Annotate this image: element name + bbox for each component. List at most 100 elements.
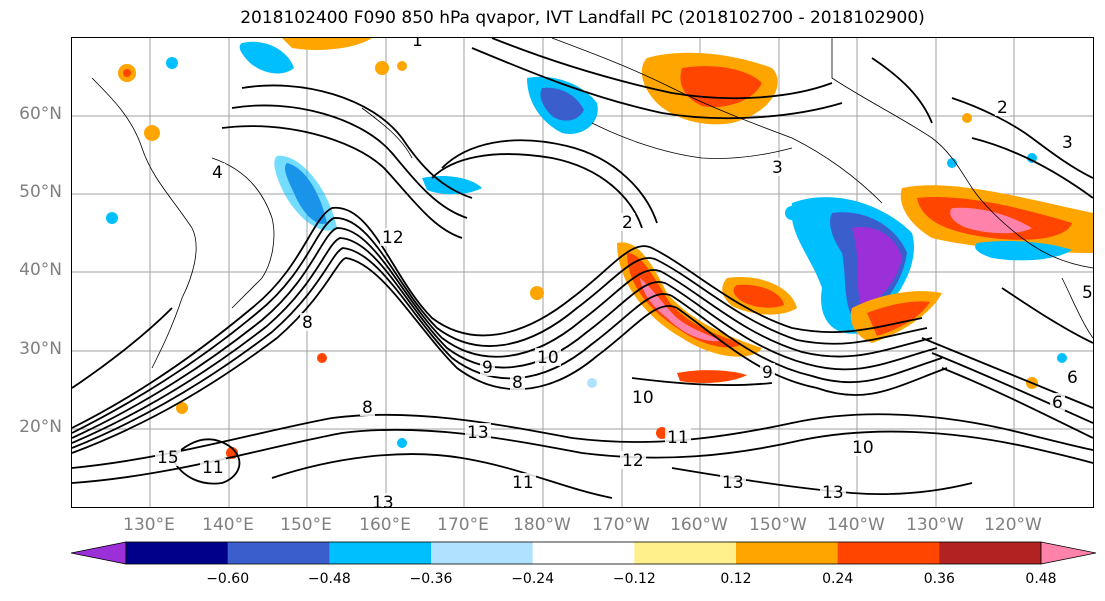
contour-label: 8 <box>302 313 313 333</box>
contour-label-bg <box>620 213 635 231</box>
shade-mid-red-core <box>733 284 784 308</box>
colorbar-segment <box>939 542 1042 564</box>
colorbar-tick-label: 0.24 <box>822 571 854 587</box>
contour-label: 11 <box>667 428 689 448</box>
contour-label: 9 <box>482 358 493 378</box>
shade-ne-orange <box>282 38 372 50</box>
contour-label: 13 <box>822 483 844 503</box>
contour-label: 11 <box>202 458 224 478</box>
latitude-label: 60°N <box>19 104 62 124</box>
contour-label-bg <box>300 313 315 331</box>
contour-label-bg <box>820 483 846 501</box>
shade-kam-blue <box>422 176 482 195</box>
colorbar-segment <box>837 542 940 564</box>
colorbar-tick-label: 0.36 <box>923 571 955 587</box>
longitude-label: 170°W <box>592 515 650 535</box>
contour-label: 10 <box>632 388 654 408</box>
contour-label-bg <box>760 363 775 381</box>
shade-ne-pink <box>950 207 1032 234</box>
shade-central-pink <box>640 278 722 342</box>
contour-label-bg <box>1065 368 1080 386</box>
contour-label: 8 <box>512 373 523 393</box>
longitude-label: 140°W <box>827 515 885 535</box>
longitude-label: 180°W <box>513 515 571 535</box>
contour-label-bg <box>620 451 646 469</box>
coastlines <box>91 38 1093 369</box>
contour-label: 11 <box>512 473 534 493</box>
colorbar-extend-max <box>1040 541 1096 565</box>
contour-label-bg <box>995 98 1010 116</box>
latitude-label: 50°N <box>19 182 62 202</box>
map-panel: 1 2 2 3 3 4 5 6 6 8 8 8 9 9 10 10 10 11 11 12 12 13 13 13 13 15 11 <box>71 37 1094 508</box>
colorbar-tick-label: −0.12 <box>612 571 656 587</box>
shade-bering-blue-core <box>540 87 584 121</box>
shade-central-red <box>617 242 762 357</box>
contour-label: 6 <box>1067 368 1078 388</box>
shade-nepac-purple <box>852 227 902 308</box>
map-title: 2018102400 F090 850 hPa qvapor, IVT Land… <box>240 8 925 28</box>
contour-label-bg <box>1080 283 1093 301</box>
contour-label-bg <box>1050 393 1065 411</box>
contour-label-bg <box>1060 133 1075 151</box>
longitude-label: 170°E <box>437 515 489 535</box>
shade-strip <box>677 370 747 383</box>
colorbar-tick-label: 0.48 <box>1025 571 1057 587</box>
colorbar-segment <box>431 542 534 564</box>
ivt-contours <box>72 38 1093 499</box>
contour-label: 12 <box>382 228 404 248</box>
contour-label: 1 <box>412 38 423 51</box>
contour-label: 13 <box>722 473 744 493</box>
contour-label: 5 <box>1082 283 1093 303</box>
colorbar-segment <box>329 542 432 564</box>
contour-label-bg <box>510 373 525 391</box>
contour-label-bg <box>210 163 225 181</box>
contour-label: 3 <box>1062 133 1073 153</box>
contour-label-bg <box>155 448 181 466</box>
longitude-label: 160°W <box>670 515 728 535</box>
contour-label: 8 <box>362 398 373 418</box>
latitude-label: 30°N <box>19 339 62 359</box>
shade-japan-blue-light <box>274 155 337 231</box>
contour-label-bg <box>535 348 561 366</box>
contour-label: 10 <box>537 348 559 368</box>
colorbar-segment <box>736 542 839 564</box>
latitude-label: 20°N <box>19 417 62 437</box>
contour-label-bg <box>200 458 226 476</box>
contour-label-bg <box>510 473 536 491</box>
colorbar <box>71 541 1096 565</box>
latitude-label: 40°N <box>19 260 62 280</box>
shade-se-red-core <box>867 301 930 336</box>
contour-label: 3 <box>772 158 783 178</box>
colorbar-segment <box>532 542 635 564</box>
longitude-label: 120°W <box>984 515 1042 535</box>
contour-label-bg <box>360 398 375 416</box>
contour-label-bg <box>480 358 495 376</box>
longitude-label: 150°E <box>280 515 332 535</box>
contour-label-bg <box>720 473 746 491</box>
contour-label-bg <box>465 423 491 441</box>
contour-label: 12 <box>622 451 644 471</box>
colorbar-tick-label: −0.24 <box>511 571 555 587</box>
longitude-label: 150°W <box>749 515 807 535</box>
contour-label-bg <box>380 228 406 246</box>
contour-label-bg <box>850 438 876 456</box>
colorbar-tick-label: −0.36 <box>409 571 453 587</box>
contour-label: 4 <box>212 163 223 183</box>
anomaly-shading <box>106 38 1093 459</box>
longitude-label: 140°E <box>202 515 254 535</box>
longitude-label: 160°E <box>359 515 411 535</box>
longitude-label: 130°E <box>123 515 175 535</box>
longitude-label: 130°W <box>906 515 964 535</box>
contour-label-bg <box>370 493 396 507</box>
colorbar-segment <box>227 542 330 564</box>
colorbar-segment <box>634 542 737 564</box>
contour-label-bg <box>665 428 691 446</box>
colorbar-tick-label: −0.48 <box>307 571 351 587</box>
colorbar-segment <box>126 542 229 564</box>
contour-label-bg <box>410 38 425 49</box>
contour-label: 2 <box>622 213 633 233</box>
contour-label-bg <box>770 158 785 176</box>
contour-label: 9 <box>762 363 773 383</box>
